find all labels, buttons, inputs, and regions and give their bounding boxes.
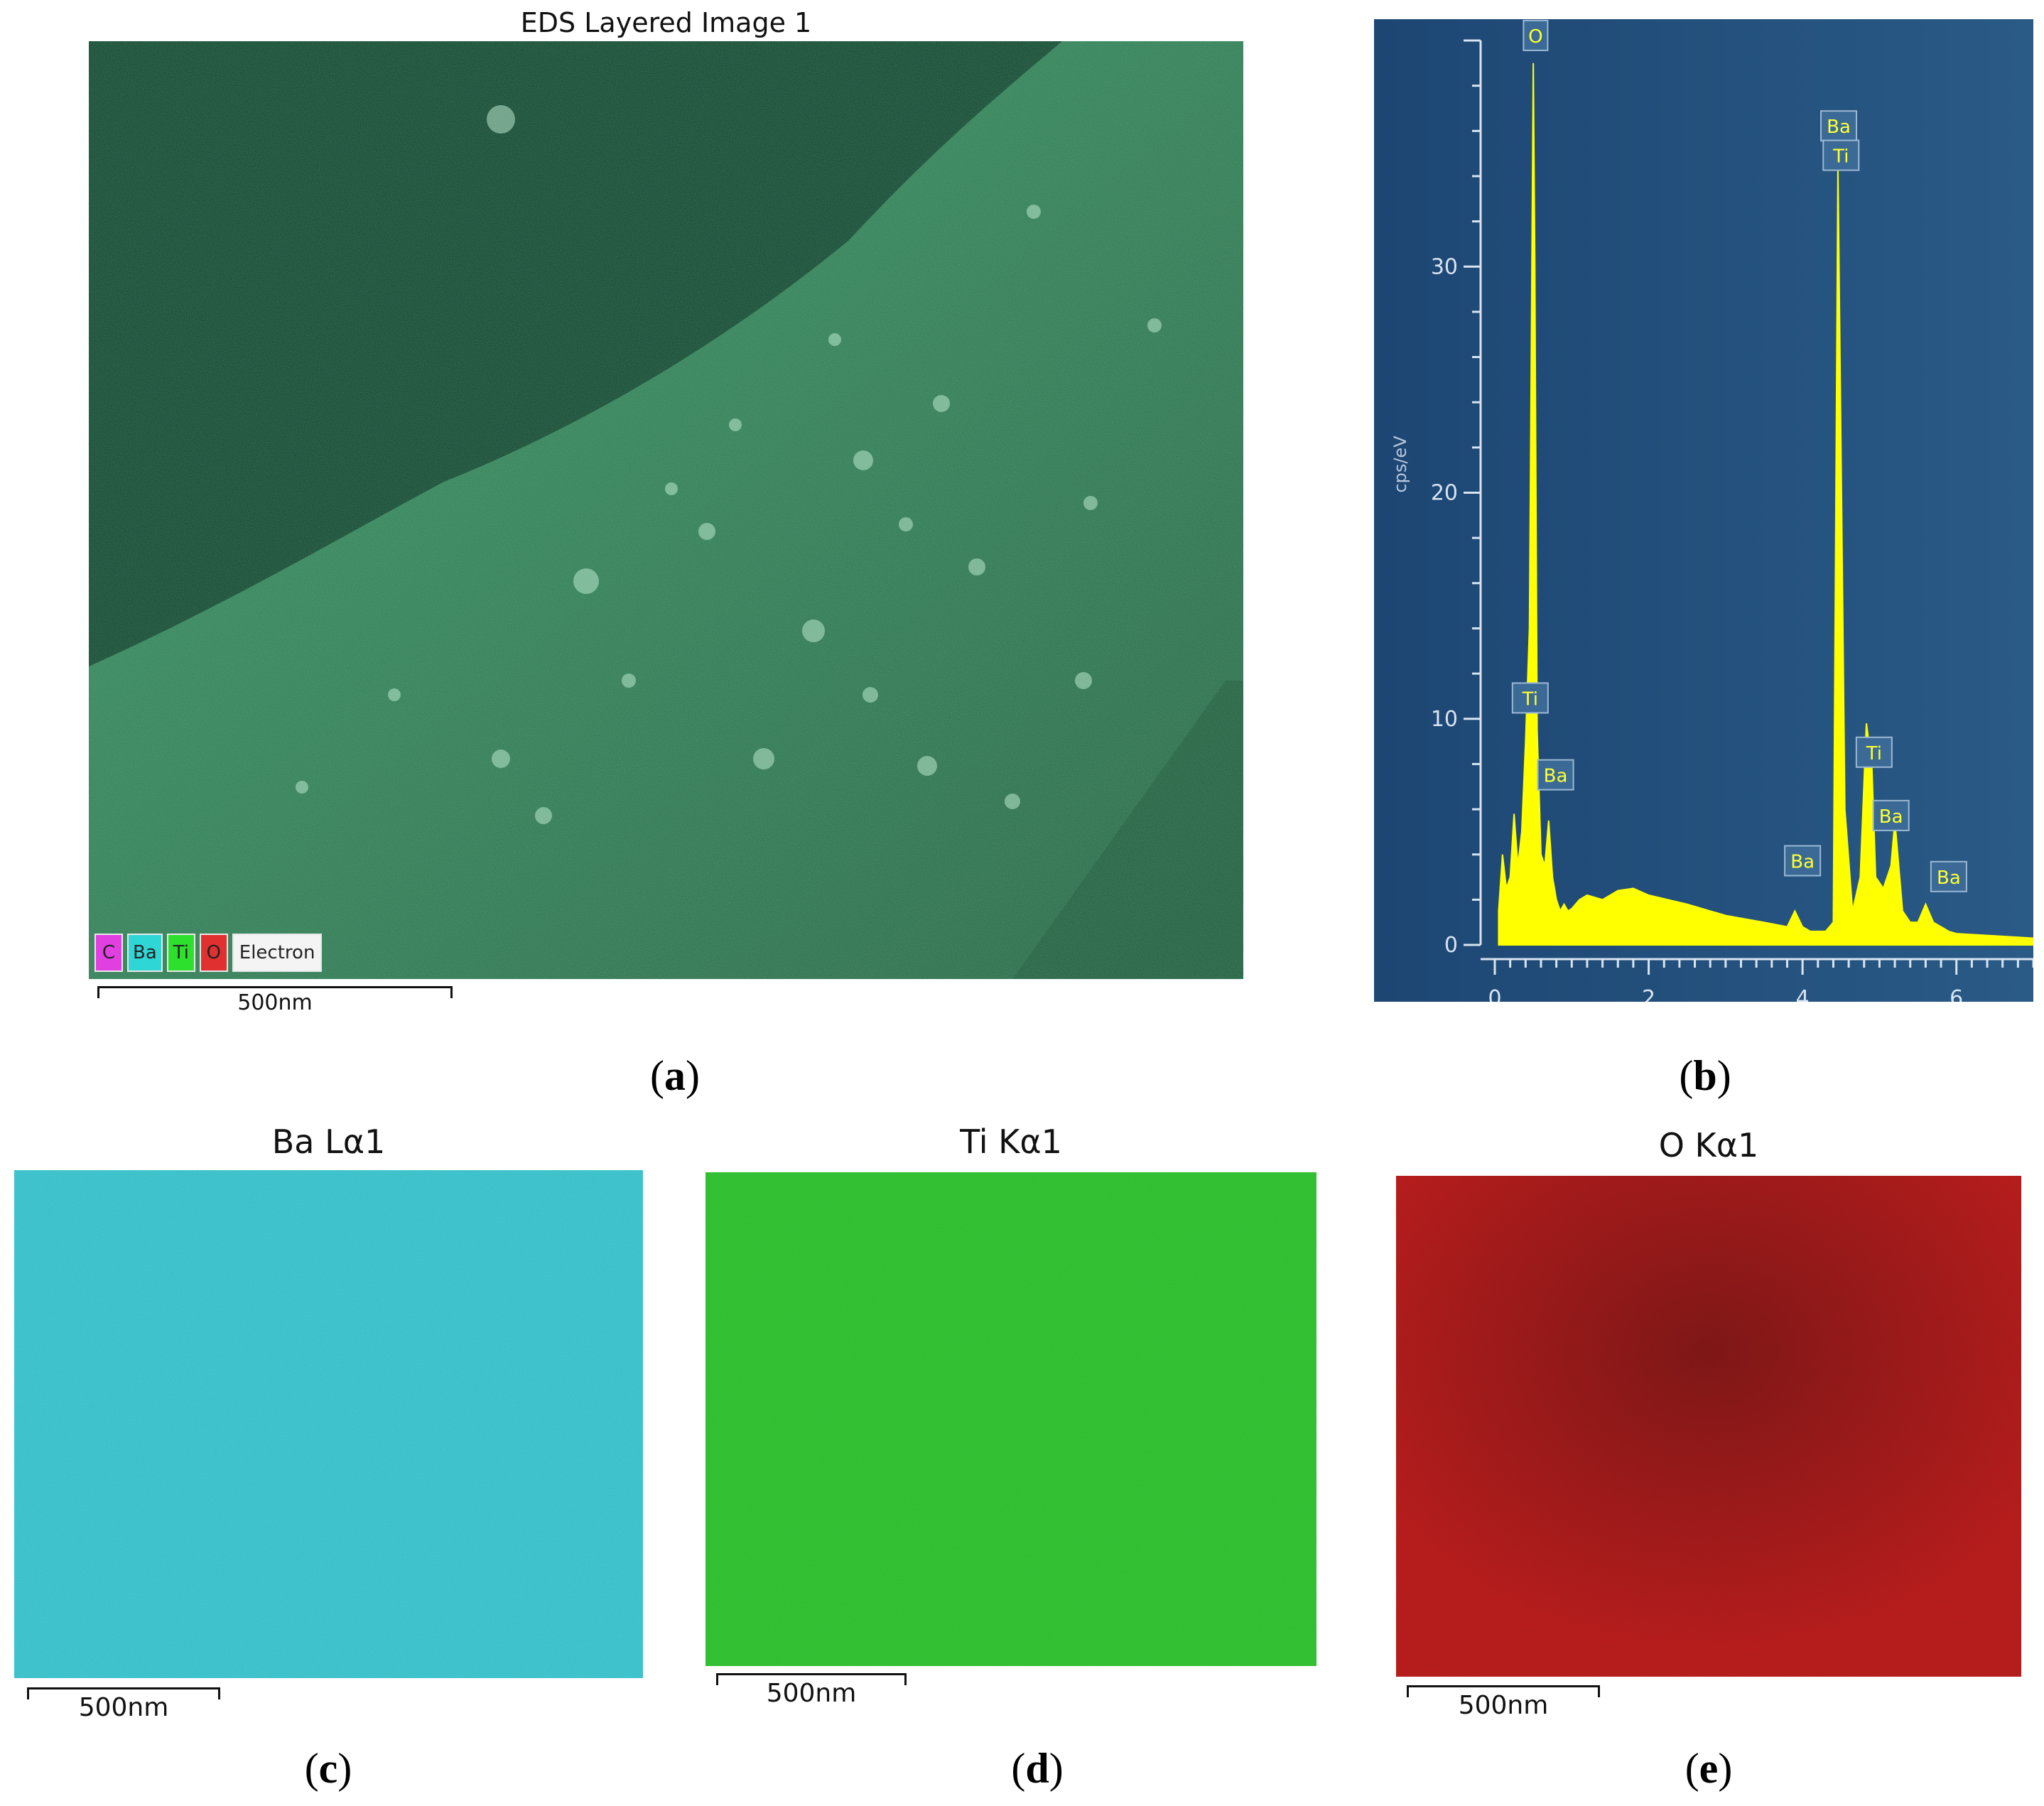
panel-e-title: O Kα1	[1658, 1126, 1759, 1164]
panel-c-ba-map	[14, 1170, 643, 1678]
panel-c-scale-label: 500nm	[78, 1693, 169, 1722]
y-tick-label: 30	[1431, 254, 1458, 279]
panel-a-label: (a)	[650, 1052, 700, 1099]
x-tick-label: 4	[1796, 986, 1810, 1002]
svg-text:O: O	[1528, 26, 1542, 48]
y-tick-label: 20	[1431, 481, 1458, 506]
svg-text:Ba: Ba	[1790, 852, 1815, 873]
legend-chip-c: C	[94, 934, 123, 972]
panel-e-scale-label: 500nm	[1458, 1691, 1549, 1720]
panel-a-element-legend: C Ba Ti O Electron	[94, 934, 323, 972]
peak-label-ba: Ba	[1872, 799, 1910, 831]
svg-text:Ti: Ti	[1522, 688, 1538, 710]
legend-chip-electron: Electron	[232, 934, 323, 972]
panel-d-scale-label: 500nm	[766, 1679, 857, 1708]
spectrum-series	[1498, 63, 2034, 946]
legend-chip-ti: Ti	[166, 934, 195, 972]
peak-label-ti: Ti	[1855, 736, 1893, 768]
panel-a-scale-bar: 500nm	[97, 986, 453, 1029]
legend-chip-ba: Ba	[127, 934, 163, 972]
peak-label-ti: Ti	[1822, 139, 1860, 171]
panel-c-title: Ba Lα1	[271, 1123, 386, 1161]
peak-label-ba: Ba	[1820, 110, 1858, 142]
x-tick-label: 2	[1642, 986, 1655, 1002]
peak-label-ti: Ti	[1511, 682, 1549, 714]
svg-text:Ba: Ba	[1827, 117, 1851, 138]
panel-c-scale-bar: 500nm	[27, 1687, 220, 1730]
peak-label-ba: Ba	[1930, 860, 1967, 892]
peak-label-ba: Ba	[1537, 759, 1574, 791]
svg-text:Ti: Ti	[1832, 146, 1849, 168]
panel-d-label: (d)	[1011, 1745, 1064, 1792]
svg-text:Ba: Ba	[1879, 806, 1903, 828]
panel-c-label: (c)	[304, 1745, 352, 1792]
y-tick-label: 10	[1431, 707, 1458, 732]
y-tick-label: 0	[1444, 933, 1458, 958]
x-tick-label: 6	[1950, 986, 1963, 1002]
panel-e-scale-bar: 500nm	[1407, 1685, 1600, 1728]
panel-b-eds-spectrum: 0 10 20 30 cps/eV 0 2 4 6 O Ti Ba Ba Ba Ti Ti Ba Ba	[1374, 19, 2035, 1011]
x-tick-label: 0	[1488, 986, 1501, 1002]
spectrum-background	[1374, 19, 2033, 1002]
panel-e-o-map	[1396, 1176, 2021, 1677]
svg-text:Ba: Ba	[1544, 766, 1568, 787]
svg-text:Ti: Ti	[1866, 743, 1882, 764]
y-axis-label: cps/eV	[1390, 436, 1410, 493]
panel-a-electron-image: C Ba Ti O Electron	[89, 41, 1243, 979]
panel-d-title: Ti Kα1	[960, 1123, 1062, 1161]
panel-a-title: EDS Layered Image 1	[520, 7, 812, 38]
peak-label-o: O	[1523, 19, 1549, 51]
panel-d-scale-bar: 500nm	[716, 1673, 907, 1716]
panel-d-ti-map	[705, 1172, 1316, 1666]
panel-a-scale-label: 500nm	[237, 990, 313, 1015]
panel-e-label: (e)	[1685, 1745, 1733, 1792]
peak-label-ba: Ba	[1784, 845, 1822, 877]
legend-chip-o: O	[199, 934, 228, 972]
svg-text:Ba: Ba	[1937, 867, 1961, 889]
panel-b-label: (b)	[1679, 1052, 1731, 1099]
